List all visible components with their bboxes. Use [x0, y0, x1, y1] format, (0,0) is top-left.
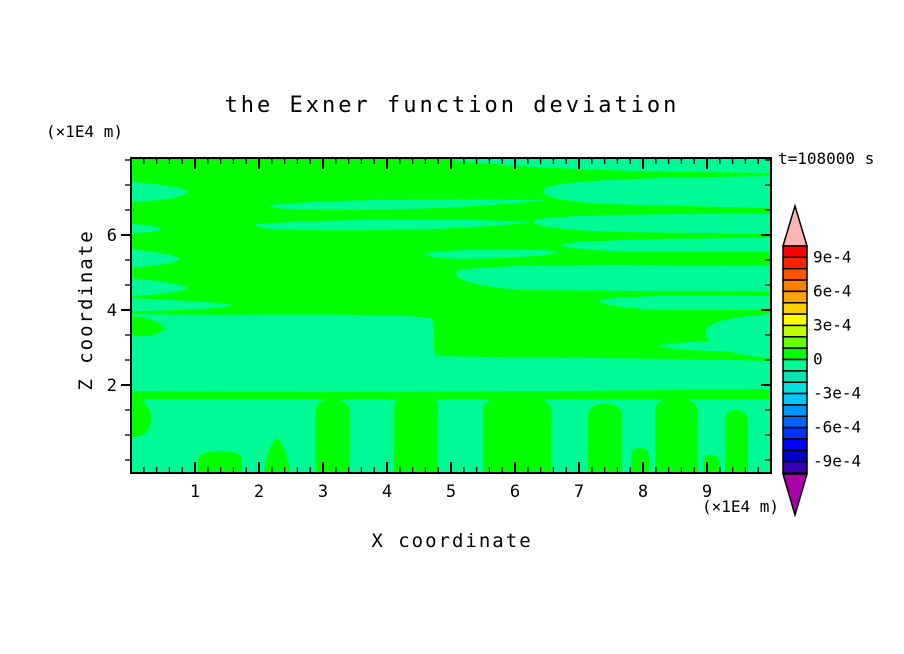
- colorbar-cell: [782, 324, 808, 338]
- x-tick-label: 8: [638, 482, 648, 502]
- colorbar-cell: [782, 267, 808, 281]
- colorbar-over-arrow: [781, 203, 809, 247]
- z-axis-title: Z coordinate: [75, 229, 97, 390]
- x-tick-label: 5: [446, 482, 456, 502]
- colorbar-cells: [782, 245, 808, 474]
- colorbar-cell: [782, 347, 808, 361]
- plot-frame: [130, 157, 772, 474]
- colorbar-tick-label: 9e-4: [813, 247, 852, 266]
- colorbar-cell: [782, 279, 808, 293]
- z-tick-label: 6: [107, 226, 117, 246]
- colorbar-under-arrow: [781, 473, 809, 518]
- x-axis-title: X coordinate: [371, 530, 532, 552]
- x-tick-label: 9: [702, 482, 712, 502]
- colorbar-cell: [782, 460, 808, 474]
- colorbar-tick-label: 6e-4: [813, 281, 852, 300]
- z-axis-unit-label: (×1E4 m): [46, 122, 123, 141]
- colorbar-cell: [782, 290, 808, 304]
- colorbar-cell: [782, 313, 808, 327]
- x-axis-unit-label: (×1E4 m): [702, 497, 779, 516]
- colorbar-cell: [782, 415, 808, 429]
- time-label: t=108000 s: [778, 149, 874, 168]
- axis-tick-labels: 1 2 3 4 5 6 7 8 9 2 4 6: [107, 226, 712, 502]
- field-positive-details: [131, 316, 748, 473]
- x-tick-label: 3: [318, 482, 328, 502]
- x-tick-label: 6: [510, 482, 520, 502]
- colorbar-tick-label: -9e-4: [813, 452, 861, 471]
- colorbar-tick-label: 0: [813, 350, 823, 369]
- chart-title: the Exner function deviation: [225, 93, 680, 118]
- colorbar-cell: [782, 381, 808, 395]
- colorbar-cell: [782, 336, 808, 349]
- colorbar-cell: [782, 449, 808, 463]
- colorbar-cell: [782, 426, 808, 440]
- colorbar-tick-label: 3e-4: [813, 315, 852, 334]
- colorbar-cell: [782, 438, 808, 452]
- colorbar-cell: [782, 392, 808, 406]
- z-tick-label: 2: [107, 376, 117, 396]
- colorbar-tick-label: -6e-4: [813, 418, 861, 437]
- contour-field: [131, 158, 771, 473]
- colorbar: 9e-4 6e-4 3e-4 0 -3e-4 -6e-4 -9e-4: [781, 203, 861, 518]
- x-tick-label: 7: [574, 482, 584, 502]
- x-tick-label: 2: [254, 482, 264, 502]
- colorbar-labels: 9e-4 6e-4 3e-4 0 -3e-4 -6e-4 -9e-4: [813, 247, 861, 470]
- colorbar-cell: [782, 302, 808, 315]
- x-tick-label: 4: [382, 482, 392, 502]
- axis-ticks: [121, 159, 770, 472]
- colorbar-cell: [782, 256, 808, 270]
- colorbar-cell: [782, 245, 808, 259]
- colorbar-tick-label: -3e-4: [813, 384, 861, 403]
- colorbar-cell: [782, 404, 808, 417]
- colorbar-cell: [782, 370, 808, 383]
- colorbar-cell: [782, 358, 808, 372]
- z-tick-label: 4: [107, 301, 117, 321]
- x-tick-label: 1: [190, 482, 200, 502]
